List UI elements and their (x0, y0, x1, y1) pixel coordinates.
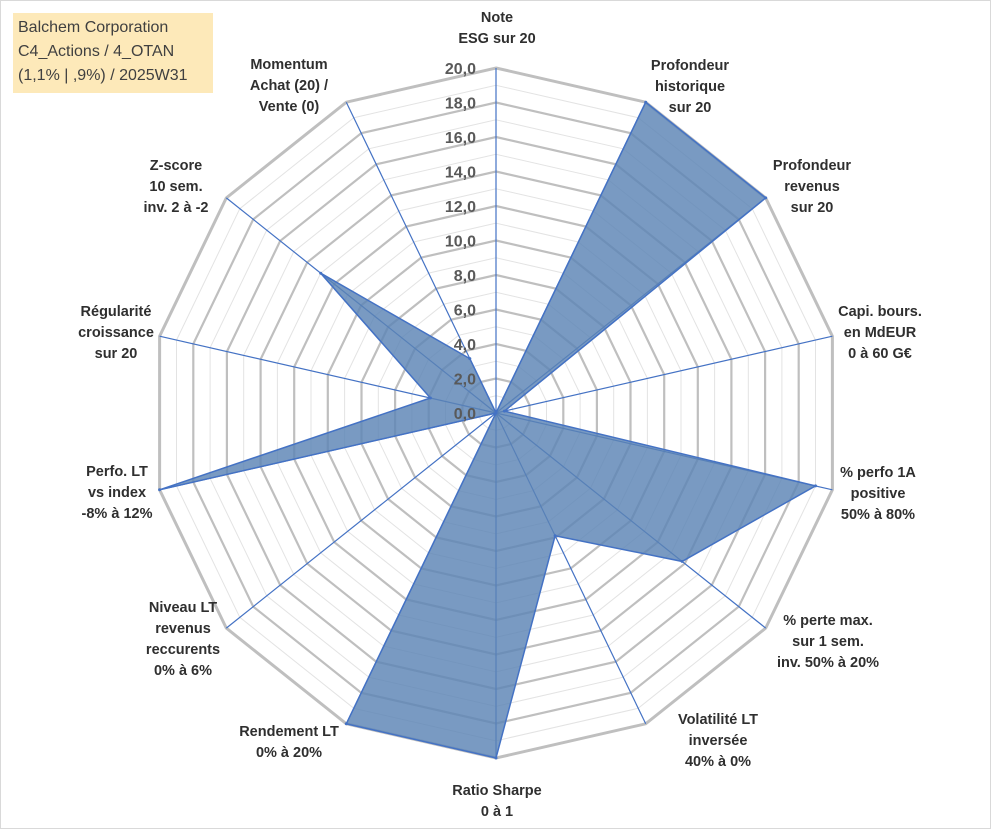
radar-tick-labels: 0,0 2,0 4,0 6,0 8,0 10,0 12,0 14,0 16,0 18,0 20,0 (445, 61, 476, 423)
tick-label: 12,0 (445, 199, 476, 216)
axis-label: % perte max. sur 1 sem. inv. 50% à 20% (777, 613, 879, 671)
radar-series (158, 100, 818, 760)
data-point (468, 357, 472, 361)
category-label: C4_Actions / 4_OTAN (18, 43, 175, 60)
data-point (494, 756, 498, 760)
axis-label: Volatilité LT inversée 40% à 0% (678, 712, 758, 770)
radar-axis-labels: Note ESG sur 20 Profondeur historique sur 20… (78, 10, 922, 820)
data-point (319, 271, 323, 275)
tick-label: 0,0 (454, 406, 476, 423)
data-point (764, 196, 768, 200)
axis-label: Z-score 10 sem. inv. 2 à -2 (143, 158, 208, 216)
tick-label: 10,0 (445, 234, 476, 251)
data-point (494, 411, 498, 415)
axis-spoke (225, 412, 497, 629)
axis-label: Niveau LT revenus reccurents 0% à 6% (146, 600, 220, 679)
tick-label: 16,0 (445, 130, 476, 147)
data-point (553, 534, 557, 538)
data-point (680, 559, 684, 563)
axis-label: Ratio Sharpe 0 à 1 (452, 783, 541, 820)
data-point (644, 100, 648, 104)
tick-label: 6,0 (454, 303, 476, 320)
axis-label: Capi. bours. en MdEUR 0 à 60 G€ (838, 304, 922, 362)
axis-label: Régularité croissance sur 20 (78, 304, 154, 362)
tick-label: 4,0 (454, 337, 476, 354)
axis-label: Note ESG sur 20 (458, 10, 535, 47)
data-point (814, 484, 817, 488)
data-point (158, 488, 162, 492)
axis-spoke (495, 335, 833, 414)
tick-label: 20,0 (445, 61, 476, 78)
title-box: Balchem Corporation C4_Actions / 4_OTAN … (13, 13, 213, 93)
axis-label: Rendement LT 0% à 20% (239, 724, 339, 761)
axis-label: Profondeur revenus sur 20 (773, 158, 851, 216)
data-point (344, 722, 348, 726)
axis-label: % perfo 1A positive 50% à 80% (840, 465, 916, 523)
data-point (428, 396, 432, 400)
tick-label: 8,0 (454, 268, 476, 285)
axis-label: Momentum Achat (20) / Vente (0) (250, 57, 328, 115)
tick-label: 2,0 (454, 372, 476, 389)
company-name: Balchem Corporation (18, 19, 169, 36)
period-label: (1,1% | ,9%) / 2025W31 (18, 67, 188, 84)
data-point (502, 409, 506, 413)
axis-label: Profondeur historique sur 20 (651, 58, 729, 116)
axis-label: Perfo. LT vs index -8% à 12% (82, 464, 153, 522)
series-area (159, 101, 818, 759)
tick-label: 18,0 (445, 96, 476, 113)
tick-label: 14,0 (445, 165, 476, 182)
